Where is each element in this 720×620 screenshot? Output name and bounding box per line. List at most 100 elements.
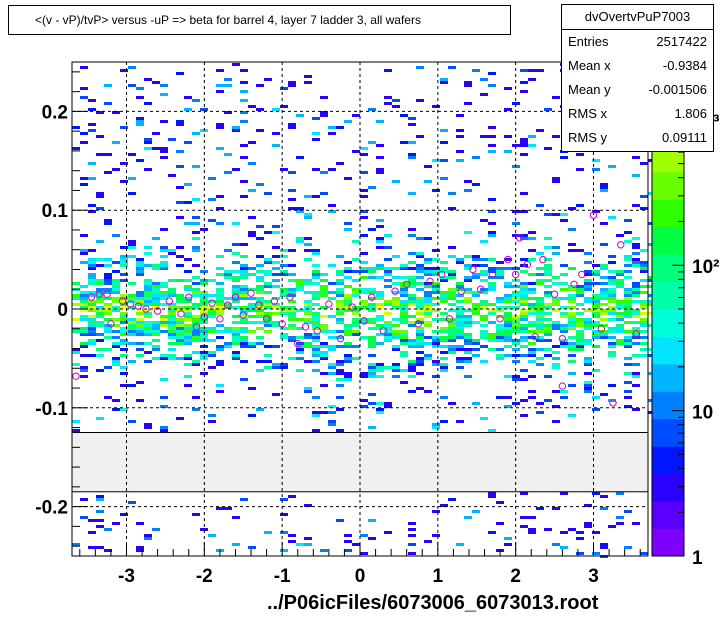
heatmap-cell [464,348,472,351]
heatmap-cell [152,303,160,306]
heatmap-cell [368,321,376,324]
heatmap-cell [472,321,480,324]
heatmap-cell [344,177,352,180]
heatmap-cell [104,330,112,333]
heatmap-cell [520,270,528,273]
heatmap-cell [88,210,96,213]
heatmap-cell [600,393,608,396]
heatmap-cell [520,378,528,381]
heatmap-cell [552,276,560,279]
heatmap-cell [624,546,632,549]
heatmap-cell [336,270,344,273]
heatmap-cell [216,288,224,291]
heatmap-cell [272,345,280,348]
heatmap-cell [568,297,576,300]
heatmap-cell [336,300,344,303]
heatmap-cell [240,255,248,258]
heatmap-cell [184,270,192,273]
heatmap-cell [128,297,136,300]
heatmap-cell [160,147,168,150]
heatmap-cell [568,414,576,417]
heatmap-cell [80,300,88,303]
heatmap-cell [576,531,584,534]
heatmap-cell [96,546,104,549]
heatmap-cell [600,276,608,279]
heatmap-cell [80,366,88,369]
heatmap-cell [488,285,496,288]
heatmap-cell [240,321,248,324]
heatmap-cell [120,333,128,336]
heatmap-cell [608,306,616,309]
heatmap-cell [304,195,312,198]
heatmap-cell [504,282,512,285]
heatmap-cell [232,315,240,318]
profile-marker [95,290,103,298]
heatmap-cell [112,279,120,282]
heatmap-cell [368,108,376,111]
heatmap-cell [584,279,592,282]
heatmap-cell [304,390,312,393]
heatmap-cell [208,366,216,369]
heatmap-cell [272,324,280,327]
heatmap-cell [608,384,616,387]
heatmap-cell [360,300,368,303]
heatmap-cell [208,534,216,537]
heatmap-cell [128,384,136,387]
heatmap-cell [136,330,144,333]
heatmap-cell [104,276,112,279]
heatmap-cell [184,285,192,288]
heatmap-cell [368,366,376,369]
heatmap-cell [312,348,320,351]
heatmap-cell [352,543,360,546]
heatmap-cell [592,168,600,171]
heatmap-cell [480,258,488,261]
heatmap-cell [504,345,512,348]
heatmap-cell [144,324,152,327]
heatmap-cell [584,342,592,345]
heatmap-cell [208,219,216,222]
heatmap-cell [104,348,112,351]
heatmap-cell [520,399,528,402]
heatmap-cell [128,246,136,249]
heatmap-cell [352,312,360,315]
heatmap-cell [96,153,104,156]
heatmap-cell [152,339,160,342]
heatmap-cell [208,330,216,333]
heatmap-cell [160,84,168,87]
heatmap-cell [600,330,608,333]
heatmap-cell [232,306,240,309]
heatmap-cell [456,114,464,117]
heatmap-cell [160,120,168,123]
heatmap-cell [376,402,384,405]
heatmap-cell [520,324,528,327]
heatmap-cell [528,375,536,378]
heatmap-cell [128,240,136,243]
heatmap-cell [416,312,424,315]
heatmap-cell [448,207,456,210]
heatmap-cell [600,324,608,327]
heatmap-cell [176,264,184,267]
heatmap-cell [136,348,144,351]
heatmap-cell [240,498,248,501]
heatmap-cell [280,264,288,267]
heatmap-cell [208,198,216,201]
heatmap-cell [344,222,352,225]
heatmap-cell [528,342,536,345]
heatmap-cell [480,345,488,348]
heatmap-cell [208,420,216,423]
heatmap-cell [456,543,464,546]
heatmap-cell [488,222,496,225]
heatmap-cell [520,414,528,417]
heatmap-cell [488,198,496,201]
heatmap-cell [496,267,504,270]
heatmap-cell [488,267,496,270]
heatmap-cell [160,246,168,249]
heatmap-cell [288,357,296,360]
heatmap-cell [344,300,352,303]
heatmap-cell [416,363,424,366]
heatmap-cell [392,300,400,303]
heatmap-cell [88,162,96,165]
heatmap-cell [328,126,336,129]
heatmap-cell [504,375,512,378]
heatmap-cell [552,366,560,369]
